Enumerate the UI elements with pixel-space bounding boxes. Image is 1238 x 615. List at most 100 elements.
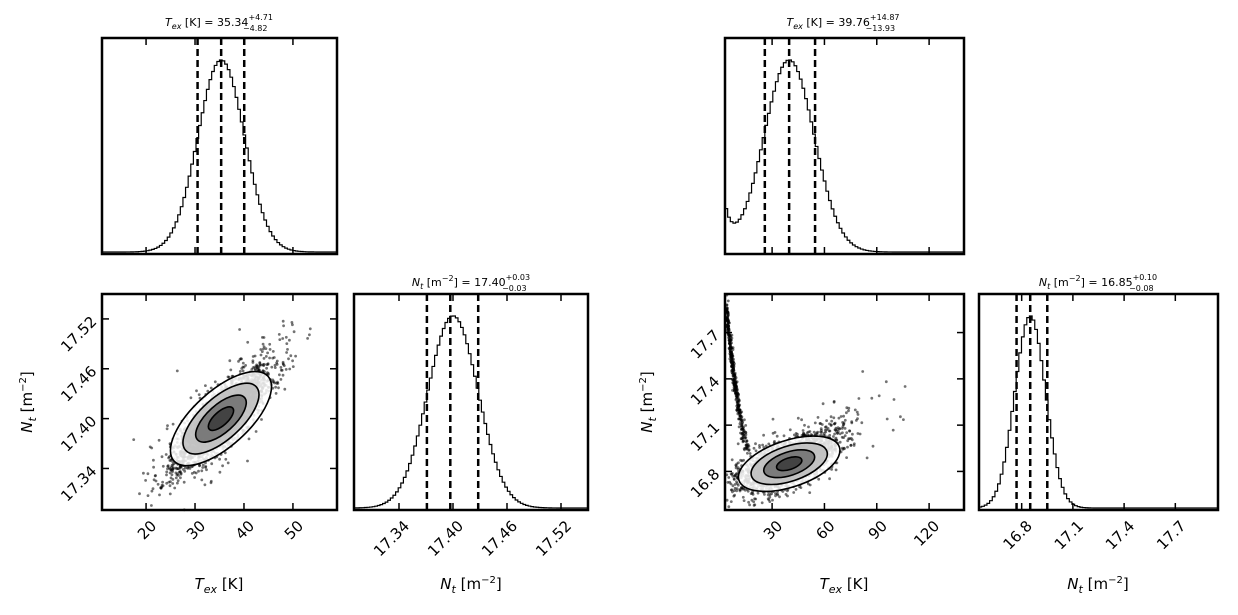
scatter-point: [821, 402, 825, 406]
scatter-point: [288, 338, 291, 342]
scatter-point: [197, 469, 200, 473]
scatter-point: [739, 488, 742, 491]
scatter-point: [277, 386, 280, 390]
scatter-point: [754, 442, 757, 446]
left-scatter-frame: [100, 292, 339, 512]
scatter-point: [742, 499, 746, 502]
scatter-point: [229, 368, 233, 372]
scatter-point: [171, 466, 175, 470]
scatter-point: [731, 389, 734, 392]
scatter-point: [734, 388, 738, 392]
scatter-point: [169, 480, 172, 484]
scatter-point: [748, 452, 752, 455]
scatter-point: [241, 365, 245, 369]
scatter-point: [850, 420, 854, 424]
scatter-point: [281, 319, 285, 323]
scatter-point: [733, 489, 736, 492]
scatter-point: [767, 442, 771, 446]
scatter-point: [288, 367, 292, 371]
scatter-point: [291, 359, 294, 363]
scatter-point: [257, 364, 261, 368]
scatter-point: [206, 389, 210, 393]
scatter-point: [240, 357, 243, 361]
scatter-point: [253, 367, 257, 371]
scatter-point: [856, 432, 860, 435]
scatter-point: [730, 357, 733, 360]
scatter-point: [247, 437, 251, 441]
scatter-point: [266, 351, 269, 355]
scatter-point: [200, 469, 204, 473]
scatter-point: [173, 486, 177, 490]
scatter-point: [282, 324, 285, 328]
scatter-point: [132, 438, 136, 441]
scatter-point: [265, 366, 268, 370]
scatter-point: [284, 335, 288, 339]
scatter-point: [273, 366, 277, 369]
scatter-point: [255, 364, 258, 368]
scatter-point: [153, 474, 157, 478]
scatter-point: [766, 493, 770, 497]
scatter-point: [261, 363, 265, 367]
scatter-point: [834, 426, 838, 430]
histogram-step-line: [102, 59, 337, 253]
scatter-point: [250, 368, 254, 371]
scatter-point: [807, 425, 810, 429]
scatter-point: [753, 503, 757, 507]
scatter-point: [138, 492, 141, 496]
scatter-point: [241, 369, 245, 373]
scatter-point: [865, 456, 869, 460]
scatter-point: [734, 398, 738, 402]
scatter-point: [892, 398, 896, 401]
scatter-point: [186, 467, 190, 470]
scatter-point: [203, 483, 207, 487]
scatter-point: [743, 435, 747, 439]
scatter-point: [737, 425, 741, 429]
scatter-point: [736, 468, 740, 471]
scatter-point: [160, 455, 164, 459]
scatter-point: [731, 348, 735, 351]
scatter-point: [731, 474, 735, 478]
scatter-point: [750, 498, 754, 502]
scatter-point: [213, 380, 217, 384]
left-nt-hist-frame: [352, 292, 590, 512]
scatter-point: [848, 429, 851, 433]
scatter-point: [274, 385, 277, 389]
scatter-point: [285, 342, 289, 345]
scatter-point: [170, 464, 174, 468]
scatter-point: [271, 356, 275, 360]
left-corner-plot: Tex [K] = 35.34+4.71 −4.82 20 30 40 5017.341…: [18, 13, 590, 596]
scatter-point: [176, 467, 180, 470]
scatter-point: [160, 483, 164, 487]
scatter-point: [902, 418, 905, 421]
scatter-point: [306, 337, 309, 340]
scatter-point: [275, 359, 279, 363]
scatter-point: [726, 299, 730, 303]
scatter-point: [858, 432, 862, 436]
scatter-point: [833, 421, 837, 425]
scatter-point: [861, 370, 865, 373]
scatter-point: [870, 396, 874, 400]
scatter-point: [171, 482, 175, 485]
scatter-point: [761, 443, 764, 447]
scatter-point: [860, 421, 864, 425]
scatter-point: [166, 424, 169, 427]
scatter-point: [287, 357, 290, 361]
scatter-point: [167, 456, 171, 460]
scatter-point: [733, 483, 737, 486]
scatter-point: [150, 446, 154, 450]
scatter-point: [224, 457, 228, 461]
scatter-point: [828, 477, 831, 481]
scatter-point: [197, 393, 201, 396]
scatter-point: [278, 373, 281, 377]
scatter-point: [166, 464, 170, 468]
scatter-point: [832, 435, 835, 438]
scatter-point: [740, 432, 744, 436]
scatter-point: [771, 431, 775, 435]
scatter-point: [742, 439, 745, 443]
scatter-point: [725, 323, 729, 327]
scatter-point: [165, 473, 168, 477]
right-tex-hist-title: Tex [K] = 39.76+14.87 −13.93: [787, 13, 900, 33]
left-nt-hist-title: Nt [m−2] = 17.40+0.03 −0.03: [412, 273, 530, 293]
scatter-point: [261, 336, 264, 339]
scatter-point: [294, 354, 297, 358]
